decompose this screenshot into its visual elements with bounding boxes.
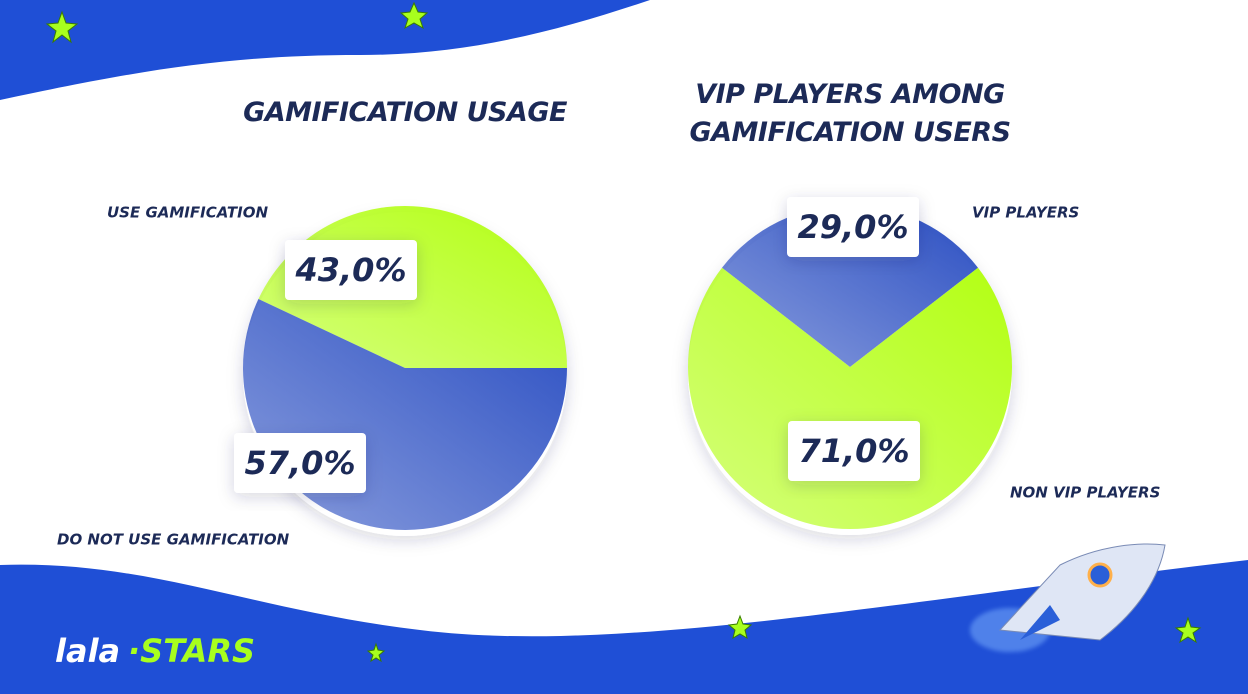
value-label: 57,0% (244, 444, 355, 482)
value-label-box (788, 421, 920, 481)
bottom-wave (0, 560, 1248, 694)
legend-label: VIP PLAYERS (972, 204, 1079, 222)
legend-label: USE GAMIFICATION (107, 204, 268, 222)
value-label: 43,0% (294, 251, 406, 289)
value-label-box (787, 197, 919, 257)
logo-text: lala (55, 632, 120, 670)
value-label-box (234, 433, 366, 493)
chart-title: VIP PLAYERS AMONG GAMIFICATION USERS (689, 79, 1011, 148)
pie-slice (688, 267, 1012, 529)
stars (45, 1, 1202, 663)
logo: lala ·STARS (55, 632, 255, 670)
top-wave (0, 0, 650, 100)
rocket (970, 543, 1166, 652)
value-label: 71,0% (798, 432, 909, 470)
value-label-box (285, 240, 417, 300)
legend-label: DO NOT USE GAMIFICATION (57, 531, 290, 549)
legend-label: NON VIP PLAYERS (1010, 484, 1160, 502)
value-label: 29,0% (797, 208, 908, 246)
chart-title: GAMIFICATION USAGE (243, 97, 567, 128)
logo-text: ·STARS (128, 632, 255, 670)
